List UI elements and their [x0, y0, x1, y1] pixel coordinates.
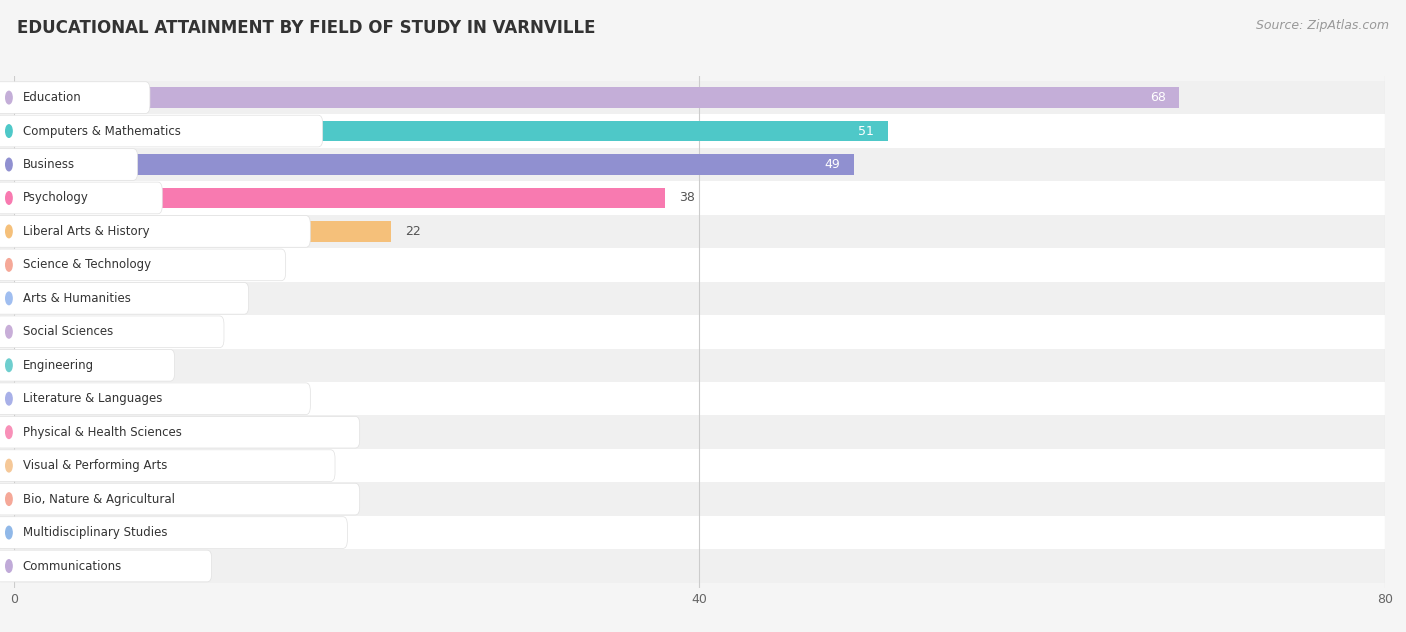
Circle shape	[6, 560, 13, 573]
Circle shape	[6, 158, 13, 171]
Circle shape	[6, 225, 13, 238]
Text: 11: 11	[217, 258, 232, 271]
Text: Social Sciences: Social Sciences	[22, 325, 112, 338]
Bar	[14, 388, 83, 409]
Text: 6: 6	[131, 359, 138, 372]
FancyBboxPatch shape	[0, 283, 249, 314]
Bar	[14, 549, 1385, 583]
Bar	[14, 355, 117, 375]
Text: Physical & Health Sciences: Physical & Health Sciences	[22, 426, 181, 439]
FancyBboxPatch shape	[0, 182, 162, 214]
Bar	[14, 382, 1385, 415]
Bar	[14, 114, 1385, 148]
Text: Education: Education	[22, 91, 82, 104]
Circle shape	[6, 91, 13, 104]
FancyBboxPatch shape	[0, 383, 311, 415]
Text: Arts & Humanities: Arts & Humanities	[22, 292, 131, 305]
Text: Literature & Languages: Literature & Languages	[22, 392, 162, 405]
Text: EDUCATIONAL ATTAINMENT BY FIELD OF STUDY IN VARNVILLE: EDUCATIONAL ATTAINMENT BY FIELD OF STUDY…	[17, 19, 595, 37]
Bar	[14, 489, 21, 509]
Bar	[14, 288, 202, 308]
Text: Computers & Mathematics: Computers & Mathematics	[22, 125, 180, 138]
Bar	[14, 87, 1180, 108]
FancyBboxPatch shape	[0, 349, 174, 381]
Text: 68: 68	[1150, 91, 1166, 104]
Text: 22: 22	[405, 225, 420, 238]
Text: 49: 49	[824, 158, 839, 171]
Bar	[14, 248, 1385, 282]
Text: Psychology: Psychology	[22, 191, 89, 205]
FancyBboxPatch shape	[0, 316, 224, 348]
Text: Business: Business	[22, 158, 75, 171]
Bar	[14, 255, 202, 276]
Text: Science & Technology: Science & Technology	[22, 258, 150, 271]
Bar	[14, 121, 889, 142]
Text: Liberal Arts & History: Liberal Arts & History	[22, 225, 149, 238]
Circle shape	[6, 359, 13, 372]
Bar	[14, 282, 1385, 315]
Circle shape	[6, 325, 13, 338]
Bar	[14, 215, 1385, 248]
Text: Multidisciplinary Studies: Multidisciplinary Studies	[22, 526, 167, 539]
Circle shape	[6, 191, 13, 204]
Bar	[14, 556, 21, 576]
Bar	[14, 322, 134, 342]
Bar	[14, 415, 1385, 449]
FancyBboxPatch shape	[0, 115, 322, 147]
Text: 0: 0	[35, 492, 42, 506]
Bar	[14, 181, 1385, 215]
Bar	[14, 221, 391, 242]
FancyBboxPatch shape	[0, 483, 360, 515]
Circle shape	[6, 392, 13, 405]
Circle shape	[6, 125, 13, 137]
Bar	[14, 522, 21, 543]
Bar	[14, 188, 665, 209]
FancyBboxPatch shape	[0, 149, 138, 180]
FancyBboxPatch shape	[0, 550, 212, 582]
Circle shape	[6, 292, 13, 305]
FancyBboxPatch shape	[0, 249, 285, 281]
Text: 2: 2	[62, 459, 70, 472]
FancyBboxPatch shape	[0, 216, 311, 247]
Bar	[14, 455, 48, 476]
Circle shape	[6, 526, 13, 539]
Text: 0: 0	[35, 526, 42, 539]
Circle shape	[6, 493, 13, 506]
Text: 11: 11	[217, 292, 232, 305]
Bar	[14, 81, 1385, 114]
Text: Communications: Communications	[22, 559, 122, 573]
Circle shape	[6, 258, 13, 271]
Text: Visual & Performing Arts: Visual & Performing Arts	[22, 459, 167, 472]
Bar	[14, 422, 66, 442]
Text: 38: 38	[679, 191, 695, 205]
Text: 4: 4	[96, 392, 104, 405]
Circle shape	[6, 459, 13, 472]
Text: Engineering: Engineering	[22, 359, 94, 372]
Text: 3: 3	[79, 426, 87, 439]
Bar	[14, 315, 1385, 348]
FancyBboxPatch shape	[0, 517, 347, 549]
Text: 7: 7	[148, 325, 156, 338]
Text: Bio, Nature & Agricultural: Bio, Nature & Agricultural	[22, 492, 174, 506]
Bar	[14, 482, 1385, 516]
FancyBboxPatch shape	[0, 450, 335, 482]
Bar	[14, 348, 1385, 382]
Text: Source: ZipAtlas.com: Source: ZipAtlas.com	[1256, 19, 1389, 32]
FancyBboxPatch shape	[0, 82, 150, 113]
Bar	[14, 449, 1385, 482]
Bar	[14, 516, 1385, 549]
Text: 51: 51	[859, 125, 875, 138]
Text: 0: 0	[35, 559, 42, 573]
Bar	[14, 154, 853, 175]
Circle shape	[6, 426, 13, 439]
Bar	[14, 148, 1385, 181]
FancyBboxPatch shape	[0, 416, 360, 448]
